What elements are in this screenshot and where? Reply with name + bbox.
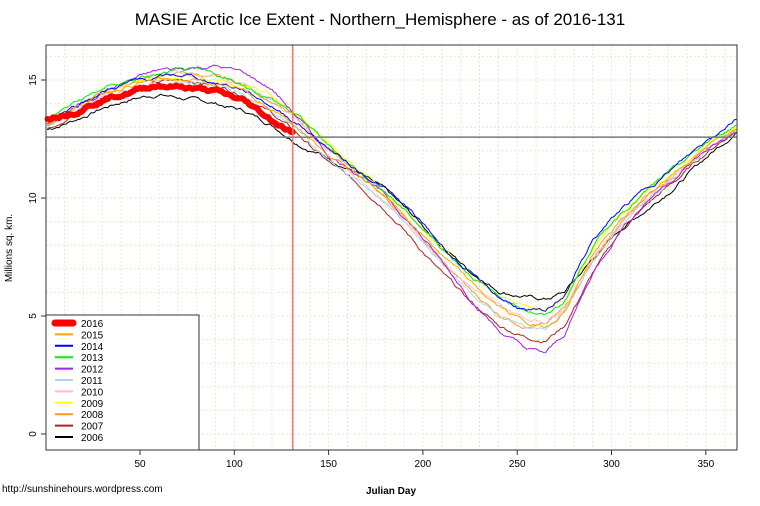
x-tick-label: 150 [320,459,337,470]
source-url: http://sunshinehours.wordpress.com [2,484,163,495]
legend-label-2011: 2011 [81,376,103,387]
legend-label-2013: 2013 [81,353,104,364]
chart-title: MASIE Arctic Ice Extent - Northern_Hemis… [135,10,625,29]
legend-label-2006: 2006 [81,433,104,444]
series-line-2015 [47,76,737,328]
series-line-2013 [47,66,737,316]
series-line-2009 [47,74,737,311]
x-tick-label: 350 [697,459,714,470]
x-tick-label: 50 [134,459,146,470]
legend-label-2010: 2010 [81,387,104,398]
legend-label-2009: 2009 [81,399,104,410]
series-line-2014 [47,73,737,312]
legend-label-2012: 2012 [81,365,104,376]
x-tick-label: 200 [415,459,432,470]
legend-label-2015: 2015 [81,330,104,341]
series-line-2016 [44,82,296,135]
legend-label-2014: 2014 [81,342,104,353]
legend-label-2008: 2008 [81,410,104,421]
y-axis-label: Millions sq. km. [4,214,15,282]
y-tick-label: 10 [28,192,39,204]
x-tick-label: 100 [226,459,243,470]
plot-frame [45,44,738,451]
legend-box [45,314,200,451]
x-axis-label: Julian Day [366,486,416,497]
x-tick-label: 300 [603,459,620,470]
legend-label-2016: 2016 [81,319,104,330]
legend-label-2007: 2007 [81,422,104,433]
y-tick-label: 0 [28,431,39,437]
x-tick-label: 250 [509,459,526,470]
series-line-2012 [47,64,737,354]
y-tick-label: 15 [28,74,39,86]
y-tick-label: 5 [28,313,39,319]
